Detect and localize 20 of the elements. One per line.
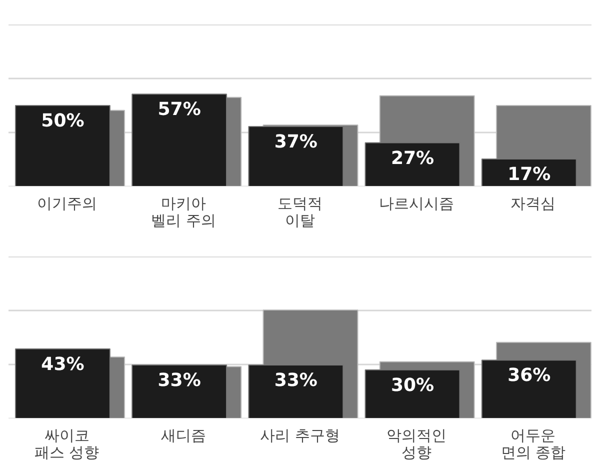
x-tick-label: 나르시시즘 bbox=[379, 194, 454, 212]
data-label: 33% bbox=[158, 370, 201, 392]
x-tick-label: 자격심 bbox=[510, 194, 556, 212]
x-tick-label: 사리 추구형 bbox=[260, 426, 340, 444]
x-tick-label: 이기주의 bbox=[36, 194, 97, 212]
x-tick-label: 도덕적 이탈 bbox=[278, 194, 322, 230]
data-label: 33% bbox=[274, 370, 318, 392]
data-label: 43% bbox=[41, 354, 84, 375]
data-label: 57% bbox=[158, 99, 201, 120]
data-label: 30% bbox=[390, 374, 434, 396]
x-tick-label: 싸이코 패스 성향 bbox=[34, 426, 100, 462]
data-label: 36% bbox=[508, 365, 551, 386]
x-tick-label: 어두운 면의 종합 bbox=[500, 426, 566, 462]
x-tick-label: 새디즘 bbox=[160, 426, 206, 444]
data-label: 50% bbox=[41, 110, 84, 132]
data-label: 37% bbox=[274, 132, 318, 153]
data-label: 17% bbox=[508, 164, 551, 185]
data-label: 27% bbox=[390, 148, 434, 169]
x-tick-label: 마키아 벨리 주의 bbox=[151, 194, 216, 230]
x-tick-label: 악의적인 성향 bbox=[386, 426, 447, 462]
